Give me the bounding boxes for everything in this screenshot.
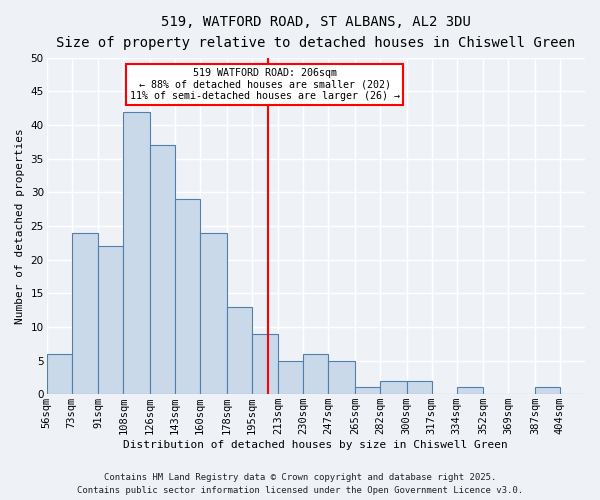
Bar <box>457 388 483 394</box>
X-axis label: Distribution of detached houses by size in Chiswell Green: Distribution of detached houses by size … <box>124 440 508 450</box>
Bar <box>123 112 150 394</box>
Bar <box>278 360 303 394</box>
Bar <box>98 246 123 394</box>
Title: 519, WATFORD ROAD, ST ALBANS, AL2 3DU
Size of property relative to detached hous: 519, WATFORD ROAD, ST ALBANS, AL2 3DU Si… <box>56 15 575 50</box>
Bar <box>535 388 560 394</box>
Bar <box>71 232 98 394</box>
Bar <box>407 380 431 394</box>
Bar <box>303 354 328 394</box>
Bar <box>251 334 278 394</box>
Bar <box>150 145 175 394</box>
Text: Contains HM Land Registry data © Crown copyright and database right 2025.
Contai: Contains HM Land Registry data © Crown c… <box>77 474 523 495</box>
Bar <box>355 388 380 394</box>
Bar <box>47 354 71 394</box>
Bar <box>227 306 251 394</box>
Y-axis label: Number of detached properties: Number of detached properties <box>15 128 25 324</box>
Bar <box>175 199 200 394</box>
Bar <box>200 232 227 394</box>
Text: 519 WATFORD ROAD: 206sqm
← 88% of detached houses are smaller (202)
11% of semi-: 519 WATFORD ROAD: 206sqm ← 88% of detach… <box>130 68 400 101</box>
Bar <box>328 360 355 394</box>
Bar <box>380 380 407 394</box>
